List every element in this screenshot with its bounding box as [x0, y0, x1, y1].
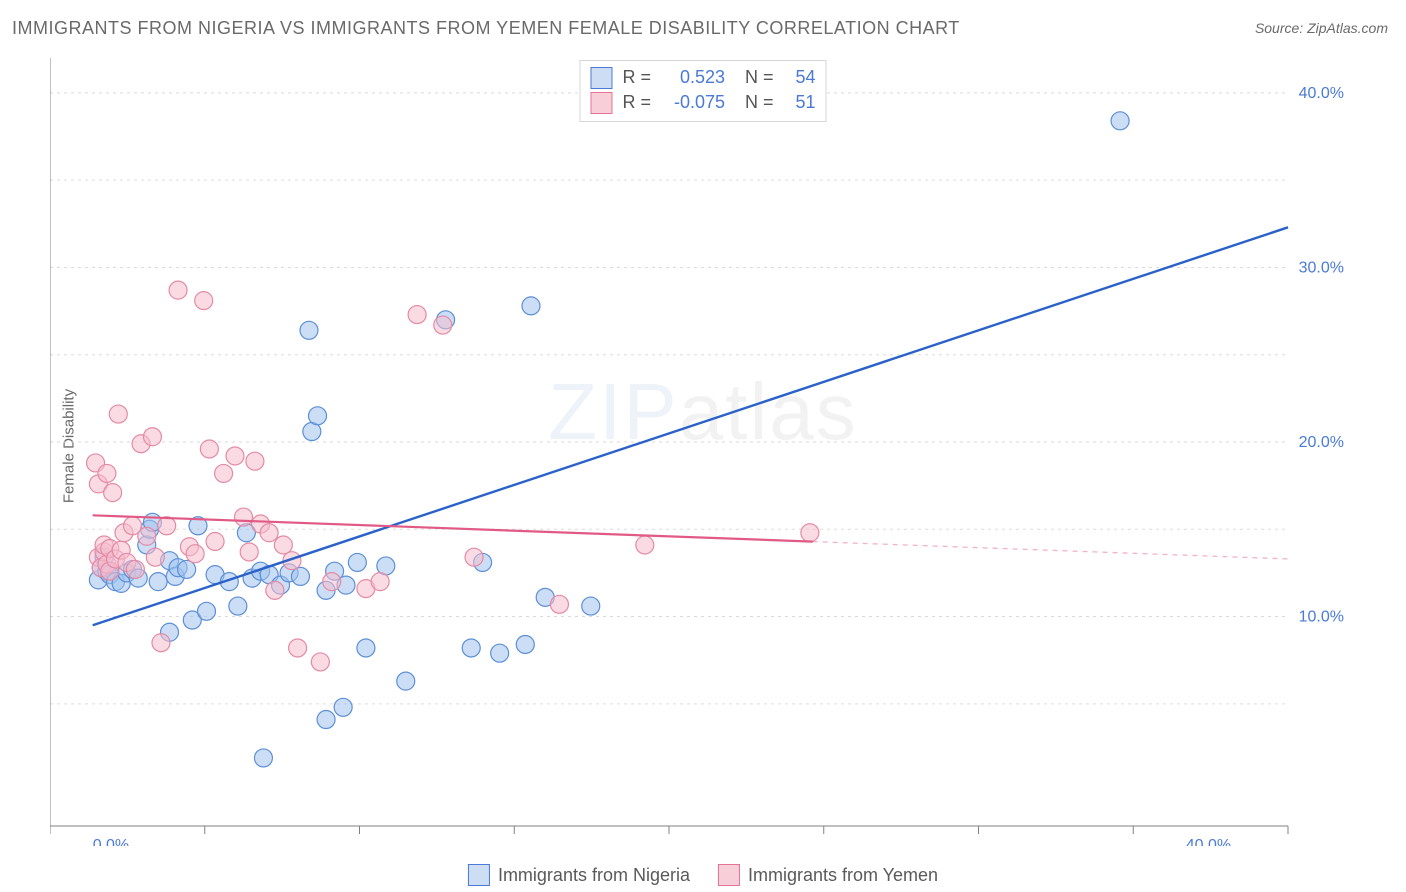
- stats-legend-box: R = 0.523 N = 54 R = -0.075 N = 51: [579, 60, 826, 122]
- swatch-nigeria: [590, 67, 612, 89]
- series-legend: Immigrants from Nigeria Immigrants from …: [468, 864, 938, 886]
- n-label: N =: [735, 90, 774, 115]
- legend-item-nigeria: Immigrants from Nigeria: [468, 864, 690, 886]
- swatch-nigeria: [468, 864, 490, 886]
- swatch-yemen: [590, 92, 612, 114]
- chart-title: IMMIGRANTS FROM NIGERIA VS IMMIGRANTS FR…: [12, 18, 960, 39]
- stats-row-nigeria: R = 0.523 N = 54: [590, 65, 815, 90]
- scatter-chart: 0.0% 40.0% 10.0% 20.0% 30.0% 40.0%: [50, 58, 1350, 846]
- r-label: R =: [622, 65, 651, 90]
- legend-item-yemen: Immigrants from Yemen: [718, 864, 938, 886]
- r-value-nigeria: 0.523: [661, 65, 725, 90]
- svg-text:10.0%: 10.0%: [1299, 609, 1344, 626]
- n-value-yemen: 51: [784, 90, 816, 115]
- chart-svg: 0.0% 40.0% 10.0% 20.0% 30.0% 40.0%: [50, 58, 1350, 846]
- swatch-yemen: [718, 864, 740, 886]
- legend-label-yemen: Immigrants from Yemen: [748, 865, 938, 886]
- svg-text:30.0%: 30.0%: [1299, 259, 1344, 276]
- svg-text:0.0%: 0.0%: [93, 837, 129, 846]
- svg-text:40.0%: 40.0%: [1299, 85, 1344, 102]
- legend-label-nigeria: Immigrants from Nigeria: [498, 865, 690, 886]
- svg-text:20.0%: 20.0%: [1299, 434, 1344, 451]
- svg-text:40.0%: 40.0%: [1186, 837, 1231, 846]
- r-label: R =: [622, 90, 651, 115]
- n-value-nigeria: 54: [784, 65, 816, 90]
- n-label: N =: [735, 65, 774, 90]
- stats-row-yemen: R = -0.075 N = 51: [590, 90, 815, 115]
- source-label: Source: ZipAtlas.com: [1255, 20, 1388, 36]
- r-value-yemen: -0.075: [661, 90, 725, 115]
